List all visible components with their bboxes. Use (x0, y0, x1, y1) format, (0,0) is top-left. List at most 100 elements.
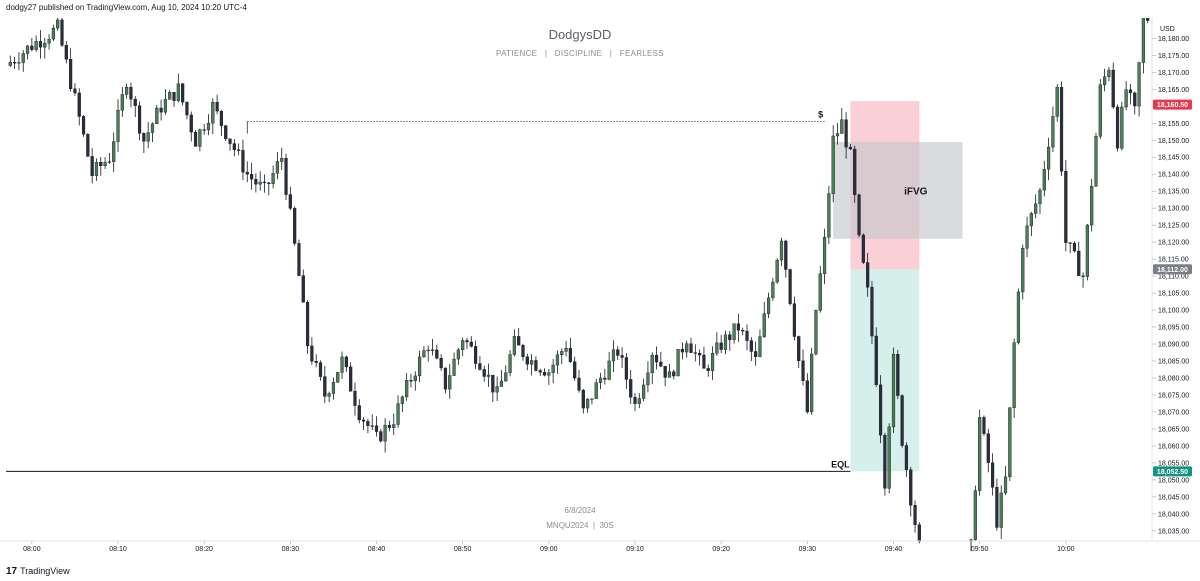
candle-body-108 (474, 346, 478, 364)
candle-body-182 (792, 303, 797, 337)
candle-body-16 (77, 92, 81, 117)
candle-body-66 (293, 208, 297, 244)
y-tick-label-5: 18,155.00 (1158, 121, 1189, 128)
candle-body-56 (249, 174, 254, 180)
candle-body-123 (538, 370, 542, 373)
candle-body-53 (237, 149, 241, 151)
candle-body-20 (94, 162, 99, 176)
candle-body-214 (978, 417, 982, 491)
candle-body-64 (284, 157, 288, 195)
candle-body-191 (831, 135, 835, 194)
candle-body-99 (435, 349, 439, 359)
annotation-zones (833, 101, 963, 472)
watermark: DodgysDD PATIENCE | DISCIPLINE | FEARLES… (496, 27, 664, 530)
candle-body-52 (232, 143, 236, 150)
candle-body-33 (150, 123, 155, 133)
candle-body-103 (452, 358, 456, 376)
candle-body-105 (461, 340, 465, 350)
candle-body-32 (146, 132, 150, 142)
candle-body-179 (779, 240, 784, 261)
candle-body-17 (81, 116, 86, 135)
candle-body-152 (663, 365, 667, 378)
candle-body-41 (185, 101, 189, 116)
candle-body-204 (887, 426, 891, 489)
candle-body-210 (913, 505, 917, 525)
candle-body-241 (1094, 136, 1098, 187)
candle-body-69 (305, 302, 310, 347)
candle-body-208 (904, 445, 909, 470)
candle-body-125 (547, 372, 551, 376)
candle-body-174 (758, 336, 762, 357)
watermark-date: 6/8/2024 (564, 506, 596, 515)
candle-body-46 (206, 122, 211, 131)
candle-body-82 (361, 419, 366, 422)
candle-body-73 (323, 376, 327, 397)
candle-body-169 (736, 323, 741, 331)
candle-body-87 (383, 424, 387, 442)
candle-body-205 (891, 353, 896, 428)
candle-body-252 (1141, 18, 1145, 63)
candle-body-94 (413, 375, 417, 381)
candle-body-160 (698, 352, 702, 356)
candle-body-36 (163, 99, 168, 113)
candle-body-244 (1107, 69, 1111, 77)
candle-body-215 (982, 417, 986, 434)
dollar-label: $ (818, 110, 823, 120)
candle-body-228 (1038, 189, 1042, 205)
candle-body-115 (504, 372, 508, 382)
candle-body-196 (853, 148, 857, 196)
candle-body-220 (1003, 476, 1008, 494)
candle-body-195 (848, 146, 853, 150)
candle-body-240 (1090, 186, 1094, 226)
candle-body-7 (38, 41, 43, 48)
candle-body-77 (340, 356, 344, 373)
x-tick-label-8: 09:20 (712, 546, 730, 553)
candle-body-117 (512, 336, 516, 355)
candle-body-175 (762, 313, 766, 337)
candle-body-61 (271, 173, 275, 184)
price-label-2: 18,052.50 (1157, 469, 1188, 476)
candle-body-251 (1137, 62, 1141, 107)
candle-body-168 (732, 323, 736, 340)
y-tick-label-3: 18,165.00 (1158, 87, 1189, 94)
candle-body-136 (594, 382, 598, 399)
candle-body-192 (835, 133, 840, 137)
candle-body-104 (456, 349, 460, 360)
y-tick-label-10: 18,130.00 (1158, 206, 1189, 213)
candle-body-202 (878, 384, 883, 436)
y-tick-label-8: 18,140.00 (1158, 172, 1189, 179)
candle-body-157 (685, 343, 689, 353)
candle-body-137 (598, 377, 603, 383)
candle-body-28 (129, 87, 133, 100)
candle-body-144 (629, 379, 633, 398)
candle-body-100 (439, 358, 443, 369)
candlestick-chart[interactable]: DodgysDD PATIENCE | DISCIPLINE | FEARLES… (0, 18, 1200, 561)
tradingview-logo[interactable]: 17 TradingView (6, 566, 70, 577)
y-tick-label-2: 18,170.00 (1158, 70, 1189, 77)
candle-body-31 (142, 133, 146, 142)
candle-body-15 (73, 88, 77, 94)
candle-body-134 (586, 398, 590, 409)
currency-label: USD (1160, 26, 1175, 33)
candle-body-85 (374, 425, 379, 432)
y-tick-label-20: 18,080.00 (1158, 375, 1189, 382)
candle-body-25 (116, 110, 120, 142)
candle-body-131 (573, 361, 577, 379)
candle-body-122 (534, 360, 538, 371)
candle-body-154 (672, 371, 676, 377)
y-tick-label-0: 18,180.00 (1158, 36, 1189, 43)
candle-body-216 (986, 433, 990, 463)
candle-body-230 (1047, 146, 1051, 170)
candle-body-173 (754, 351, 758, 357)
eql-label: EQL (831, 459, 850, 469)
candle-body-183 (797, 336, 801, 362)
y-tick-label-1: 18,175.00 (1158, 53, 1189, 60)
candle-body-227 (1034, 203, 1038, 214)
watermark-title: DodgysDD (549, 27, 612, 42)
candle-body-164 (715, 342, 719, 354)
time-axis[interactable]: 08:00 08:10 08:20 08:30 08:40 08:50 09:00 09:10… (0, 540, 1200, 553)
price-axis[interactable]: USD 18,180.00 18,175.00 18,170.00 18,165.00… (1151, 18, 1200, 541)
candle-body-93 (409, 380, 413, 382)
candle-body-253 (1146, 18, 1150, 21)
candle-body-23 (107, 161, 111, 163)
